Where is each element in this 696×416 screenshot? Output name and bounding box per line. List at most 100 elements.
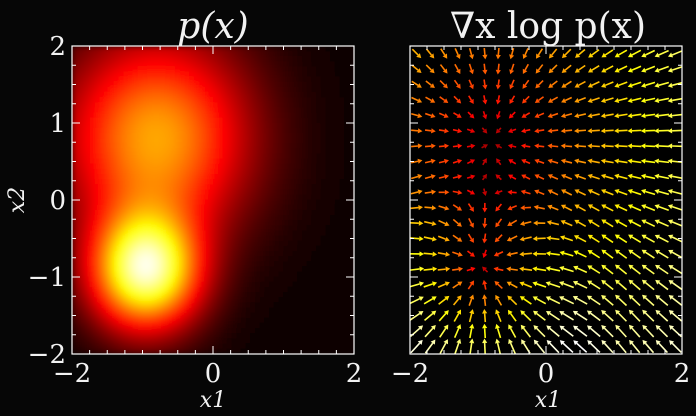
heatmap-cell: [334, 81, 341, 88]
heatmap-cell: [109, 117, 115, 124]
heatmap-cell: [278, 81, 284, 88]
heatmap-cell: [302, 343, 308, 350]
heatmap-cell: [302, 266, 308, 273]
heatmap-cell: [161, 333, 167, 339]
heatmap-cell: [118, 184, 124, 191]
heatmap-cell: [123, 71, 129, 78]
heatmap-cell: [292, 46, 298, 52]
heatmap-cell: [95, 102, 101, 108]
heatmap-cell: [123, 61, 129, 67]
heatmap-cell: [297, 86, 303, 93]
heatmap-cell: [208, 286, 214, 293]
heatmap-cell: [193, 245, 200, 252]
heatmap-cell: [302, 50, 308, 57]
heatmap-cell: [175, 230, 181, 237]
heatmap-cell: [132, 328, 139, 334]
heatmap-cell: [170, 220, 176, 226]
heatmap-cell: [161, 127, 167, 134]
heatmap-cell: [222, 343, 228, 350]
heatmap-cell: [90, 338, 96, 345]
heatmap-cell: [250, 86, 256, 93]
heatmap-cell: [330, 81, 336, 88]
heatmap-cell: [142, 215, 148, 221]
heatmap-cell: [236, 230, 242, 237]
heatmap-cell: [226, 276, 233, 283]
heatmap-cell: [151, 230, 157, 237]
heatmap-cell: [146, 251, 153, 257]
heatmap-cell: [132, 102, 139, 108]
heatmap-cell: [269, 91, 275, 98]
heatmap-cell: [316, 256, 322, 262]
heatmap-cell: [226, 230, 233, 237]
heatmap-cell: [128, 174, 134, 180]
heatmap-cell: [292, 261, 298, 268]
heatmap-cell: [85, 86, 92, 93]
quiver-arrow: [654, 81, 670, 88]
heatmap-cell: [240, 256, 247, 262]
quiver-arrow: [438, 205, 450, 211]
heatmap-cell: [278, 50, 284, 57]
heatmap-cell: [146, 328, 153, 334]
heatmap-cell: [109, 302, 115, 309]
heatmap-cell: [132, 112, 139, 119]
heatmap-cell: [175, 209, 181, 216]
heatmap-cell: [114, 199, 120, 206]
heatmap-cell: [175, 153, 181, 160]
heatmap-cell: [212, 266, 218, 273]
heatmap-cell: [259, 132, 265, 139]
heatmap-cell: [259, 245, 265, 252]
heatmap-cell: [231, 256, 237, 262]
heatmap-cell: [297, 276, 303, 283]
heatmap-cell: [344, 286, 350, 293]
heatmap-cell: [137, 153, 143, 160]
heatmap-cell: [302, 112, 308, 119]
heatmap-cell: [236, 251, 242, 257]
heatmap-cell: [236, 312, 242, 319]
heatmap-cell: [76, 225, 82, 232]
quiver-arrow: [667, 65, 682, 73]
heatmap-cell: [198, 112, 204, 119]
heatmap-cell: [292, 235, 298, 242]
heatmap-cell: [344, 143, 350, 149]
heatmap-cell: [278, 112, 284, 119]
heatmap-cell: [264, 240, 270, 247]
heatmap-cell: [99, 302, 106, 309]
heatmap-cell: [217, 148, 223, 155]
heatmap-cell: [198, 261, 204, 268]
heatmap-cell: [161, 189, 167, 196]
quiver-arrow: [519, 251, 532, 257]
heatmap-cell: [146, 66, 153, 72]
heatmap-cell: [85, 204, 92, 211]
heatmap-cell: [212, 235, 218, 242]
heatmap-cell: [142, 328, 148, 334]
heatmap-cell: [273, 286, 280, 293]
heatmap-cell: [250, 55, 256, 62]
heatmap-cell: [198, 179, 204, 185]
heatmap-cell: [297, 168, 303, 175]
quiver-arrow: [522, 48, 529, 60]
heatmap-cell: [222, 174, 228, 180]
heatmap-cell: [255, 251, 261, 257]
heatmap-cell: [208, 245, 214, 252]
heatmap-cell: [208, 199, 214, 206]
score-title: ∇x log p(x): [450, 6, 646, 47]
heatmap-cell: [259, 168, 265, 175]
heatmap-cell: [283, 168, 289, 175]
heatmap-cell: [302, 271, 308, 278]
heatmap-cell: [292, 348, 298, 354]
heatmap-cell: [198, 194, 204, 201]
heatmap-cell: [76, 174, 82, 180]
heatmap-cell: [316, 328, 322, 334]
heatmap-cell: [156, 317, 162, 324]
heatmap-cell: [231, 343, 237, 350]
heatmap-cell: [137, 322, 143, 329]
heatmap-cell: [95, 220, 101, 226]
heatmap-cell: [161, 55, 167, 62]
quiver-arrow: [533, 325, 546, 338]
heatmap-cell: [95, 179, 101, 185]
heatmap-cell: [292, 302, 298, 309]
heatmap-cell: [95, 328, 101, 334]
heatmap-cell: [208, 148, 214, 155]
quiver-arrow: [559, 340, 574, 354]
heatmap-cell: [118, 127, 124, 134]
